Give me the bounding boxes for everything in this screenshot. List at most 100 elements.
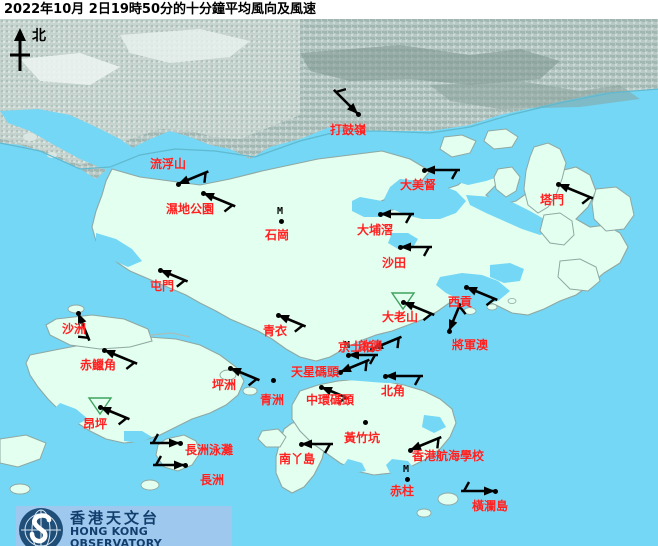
map-geography [0,19,658,546]
station-dot[interactable] [177,440,183,446]
station-dot[interactable] [492,488,498,494]
station-label-5: 塔門 [540,193,565,207]
north-arrow: 北 [6,25,66,77]
station-label-3: 石崗 [265,228,290,242]
station-label-25: 南丫島 [279,452,316,466]
marine-station-marker: M [403,464,410,475]
station-dot[interactable] [157,267,163,273]
station-label-4: 大美督 [400,178,437,192]
wind-barb [461,481,495,496]
station-dot[interactable] [200,190,206,196]
wind-barb [402,300,435,322]
station-dot[interactable] [270,377,276,383]
station-dot[interactable] [355,111,361,117]
station-dot[interactable] [382,373,388,379]
station-dot[interactable] [463,284,469,290]
page-title: 2022年10月 2日19時50分的十分鐘平均風向及風速 [4,2,317,17]
lantau-island [25,304,245,444]
wind-barb [385,371,423,386]
station-dot[interactable] [404,476,410,482]
wind-barb [76,312,91,342]
station-dot[interactable] [369,346,375,352]
station-dot[interactable] [446,328,452,334]
wind-barb [332,87,359,115]
station-label-0: 打鼓嶺 [330,123,367,137]
wind-barb [277,313,307,333]
north-label: 北 [32,28,46,44]
station-label-17: 坪洲 [212,378,237,392]
station-dot[interactable] [555,181,561,187]
wind-barb [229,366,260,387]
station-label-28: 赤柱 [390,484,415,498]
wind-barb [177,170,209,186]
station-label-7: 沙田 [382,256,407,270]
station-dot[interactable] [101,347,107,353]
north-arrow-icon [10,28,30,71]
station-label-16: 赤鱲角 [80,358,117,372]
station-label-12: 沙洲 [62,322,87,336]
wind-barb [159,268,189,288]
station-label-2: 濕地公園 [166,202,215,216]
elevated-station-marker [390,292,416,311]
station-label-8: 屯門 [150,279,175,293]
wind-barb [348,350,378,365]
wind-barb [320,385,350,405]
logo-english-text: HONG KONG OBSERVATORY [70,525,162,546]
station-label-11: 青衣 [263,324,288,338]
station-label-23: 黃竹坑 [344,431,381,445]
wind-barb-layer [76,87,594,496]
hko-logo: 香港天文台 HONG KONG OBSERVATORY [16,506,232,546]
wind-barb [99,405,130,426]
station-label-9: 西貢 [448,295,473,309]
wind-barb [409,435,442,452]
wind-barb [202,191,236,213]
station-dot[interactable] [407,447,413,453]
station-dot[interactable] [397,244,403,250]
station-dot[interactable] [182,462,188,468]
wind-barb [371,335,402,351]
ne-islands [439,128,635,292]
station-dot[interactable] [298,441,304,447]
station-dot[interactable] [400,299,406,305]
mainland-urban-area [0,19,658,183]
marine-station-marker: M [344,340,351,351]
wind-barb [339,358,370,374]
logo-chinese-text: 香港天文台 [70,509,161,528]
marine-station-marker: M [277,206,284,217]
station-dot[interactable] [227,365,233,371]
wind-barb [424,165,460,180]
station-dot[interactable] [75,310,81,316]
station-dot[interactable] [362,419,368,425]
station-dot[interactable] [377,211,383,217]
station-label-10: 大老山 [382,310,419,324]
station-dot[interactable] [97,404,103,410]
wind-barb [380,209,414,224]
hko-swirl-icon [19,508,63,546]
se-islets [0,434,459,518]
hong-kong-wind-map: 北 打鼓嶺流浮山濕地公園 M 石崗 大美督塔門大埔滘沙田屯門西貢大老山青衣 沙洲將軍澳 啟… [0,19,658,546]
elevated-station-marker [87,397,113,416]
wind-barb [150,433,180,448]
station-dot[interactable] [345,352,351,358]
station-label-14: 啟德 [358,339,383,353]
station-label-1: 流浮山 [150,157,187,171]
station-label-26: 香港航海學校 [412,449,485,463]
station-label-24: 長洲泳灘 [185,443,234,457]
station-label-21: 青洲 [260,393,285,407]
station-label-27: 長洲 [200,473,225,487]
wind-barb [447,302,467,332]
station-label-20: 中環碼頭 [306,393,355,407]
station-label-13: 將軍澳 [452,338,489,352]
station-dot[interactable] [318,384,324,390]
station-dot[interactable] [275,312,281,318]
wind-barb [400,242,432,257]
station-dot[interactable] [337,369,343,375]
station-dot[interactable] [421,167,427,173]
hko-emblem-graphic [20,509,62,546]
station-dot[interactable] [175,181,181,187]
wind-barb [153,455,185,470]
station-label-6: 大埔滘 [357,223,394,237]
station-label-19: 北角 [381,384,406,398]
station-dot[interactable] [278,218,284,224]
